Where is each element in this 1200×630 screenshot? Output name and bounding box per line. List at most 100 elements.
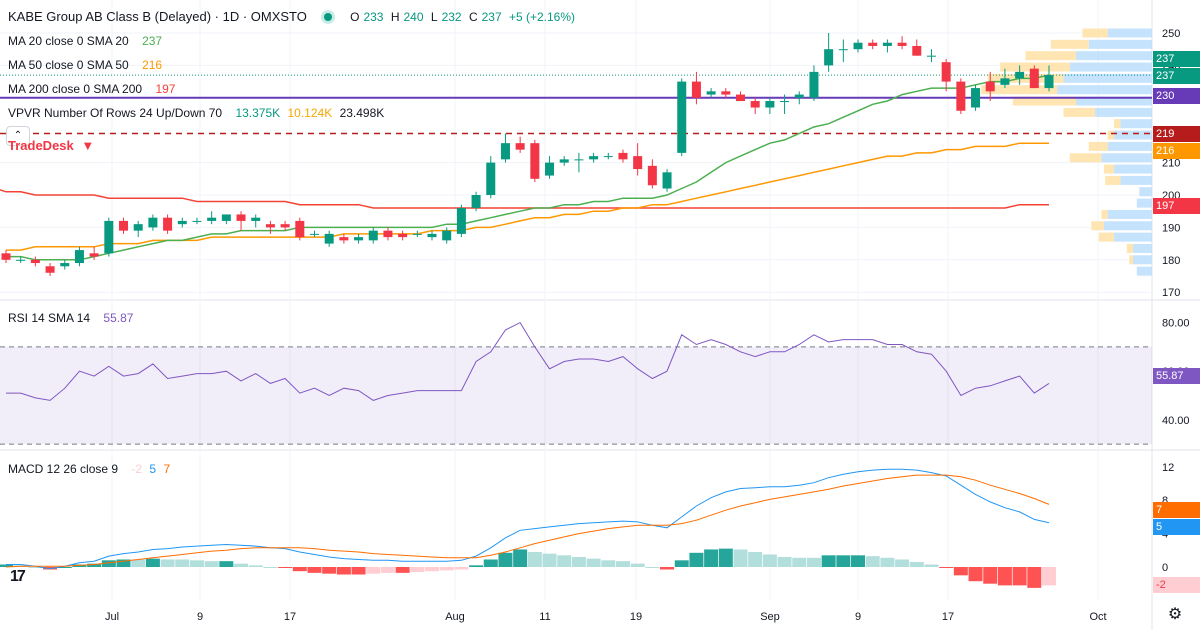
volume-profile-up-bar <box>1063 73 1152 83</box>
price-label-ma50[interactable]: 216 <box>1153 143 1200 159</box>
macd-histogram-bar <box>145 558 160 567</box>
rsi-legend[interactable]: RSI 14 SMA 14 55.87 <box>8 311 137 325</box>
ma20-legend[interactable]: MA 20 close 0 SMA 20 237 <box>8 34 166 48</box>
tradingview-logo[interactable]: 17 <box>10 568 40 590</box>
macd-histogram-bar <box>469 565 484 567</box>
signal-value-label[interactable]: 7 <box>1153 502 1200 518</box>
macd-tick-label: 12 <box>1162 462 1174 474</box>
candle-body <box>45 266 55 273</box>
macd-histogram-bar <box>57 567 72 568</box>
candle-body <box>251 217 261 221</box>
price-label-ma200[interactable]: 197 <box>1153 198 1200 214</box>
candle-body <box>780 101 790 103</box>
macd-histogram-bar <box>498 552 513 567</box>
volume-profile-down-bar <box>1069 153 1102 163</box>
x-tick-label: Oct <box>1089 611 1106 623</box>
macd-histogram-bar <box>939 567 954 568</box>
ma200-label: MA 200 close 0 SMA 200 <box>8 82 143 96</box>
rsi-tick-label: 40.00 <box>1162 415 1190 427</box>
volume-profile-up-bar <box>1057 85 1152 95</box>
price-label-level[interactable]: 219 <box>1153 126 1200 142</box>
volume-profile-up-bar <box>1136 198 1152 208</box>
rsi-tick-label: 80.00 <box>1162 318 1190 330</box>
candle-body <box>853 42 863 50</box>
candle-body <box>412 233 422 235</box>
candle-body <box>104 220 114 254</box>
price-tick-label: 210 <box>1162 158 1180 170</box>
macd-histogram-bar <box>175 559 190 567</box>
candle-body <box>912 45 922 56</box>
macd-legend[interactable]: MACD 12 26 close 9 -2 5 7 <box>8 462 174 476</box>
vpvr-legend[interactable]: VPVR Number Of Rows 24 Up/Down 70 13.375… <box>8 106 388 120</box>
candle-body <box>956 81 966 111</box>
macd-histogram-bar <box>439 567 454 571</box>
rsi-label: RSI 14 SMA 14 <box>8 311 91 325</box>
candle-body <box>295 220 305 238</box>
candle-body <box>383 230 393 238</box>
candle-body <box>662 172 672 189</box>
ma20-label: MA 20 close 0 SMA 20 <box>8 34 129 48</box>
volume-profile-down-bar <box>1012 96 1077 106</box>
ma200-legend[interactable]: MA 200 close 0 SMA 200 197 <box>8 82 179 96</box>
ma50-label: MA 50 close 0 SMA 50 <box>8 58 129 72</box>
volume-profile-down-bar <box>1103 164 1115 174</box>
x-tick-label: 19 <box>630 611 642 623</box>
macd-histogram-bar <box>263 567 278 568</box>
symbol-title[interactable]: KABE Group AB Class B (Delayed) · 1D · O… <box>8 9 307 24</box>
chevron-up-icon: ⌃ <box>13 130 23 141</box>
macd-histogram-bar <box>0 564 13 567</box>
macd-histogram-bar <box>322 567 337 574</box>
candle-body <box>486 162 496 195</box>
candle-body <box>750 101 760 108</box>
macd-histogram-bar <box>483 559 498 567</box>
signal-value: 7 <box>163 462 171 476</box>
macd-histogram-bar <box>601 560 616 567</box>
change-value: +5 (+2.16%) <box>508 10 576 24</box>
histogram-value-label[interactable]: -2 <box>1153 577 1200 593</box>
macd-hist-value: -2 <box>131 462 143 476</box>
macd-tick-label: 8 <box>1162 495 1168 507</box>
macd-histogram-bar <box>1012 567 1027 586</box>
macd-histogram-bar <box>1041 567 1056 586</box>
macd-histogram-bar <box>630 563 645 567</box>
macd-value-label[interactable]: 5 <box>1153 519 1200 535</box>
settings-button[interactable]: ⚙ <box>1166 606 1184 624</box>
macd-histogram-bar <box>454 567 469 570</box>
candle-body <box>721 91 731 95</box>
collapse-legend-button[interactable]: ⌃ <box>6 126 30 146</box>
price-label-ma20[interactable]: 237 <box>1153 51 1200 67</box>
macd-histogram-bar <box>968 567 983 582</box>
candle-body <box>30 259 40 264</box>
candle-body <box>677 81 687 153</box>
macd-histogram-bar <box>307 567 322 573</box>
price-label-level[interactable]: 230 <box>1153 88 1200 104</box>
volume-profile-down-bar <box>1105 175 1121 185</box>
candle-body <box>163 217 173 231</box>
candle-body <box>192 220 202 222</box>
macd-histogram-bar <box>645 567 660 568</box>
triangle-down-icon: ▼ <box>81 138 95 153</box>
candle-body <box>368 230 378 241</box>
ma50-legend[interactable]: MA 50 close 0 SMA 50 216 <box>8 58 166 72</box>
volume-profile-up-bar <box>1103 221 1152 231</box>
macd-histogram-bar <box>924 564 939 567</box>
macd-line <box>6 468 1050 570</box>
volume-profile-up-bar <box>1107 209 1152 219</box>
price-label-last[interactable]: 237 <box>1153 68 1200 84</box>
candle-body <box>280 224 290 228</box>
macd-label: MACD 12 26 close 9 <box>8 462 119 476</box>
candle-body <box>1 253 11 260</box>
macd-histogram-bar <box>836 555 851 567</box>
x-tick-label: 17 <box>942 611 954 623</box>
macd-histogram-bar <box>689 552 704 567</box>
candle-body <box>456 207 466 234</box>
o-label: O <box>350 10 360 24</box>
rsi-value-label[interactable]: 55.87 <box>1153 368 1200 384</box>
candle-body <box>236 214 246 221</box>
macd-histogram-bar <box>865 556 880 567</box>
candle-body <box>398 233 408 238</box>
candle-body <box>971 88 981 108</box>
volume-profile-down-bar <box>1126 243 1134 253</box>
sma200-line <box>0 189 1049 209</box>
